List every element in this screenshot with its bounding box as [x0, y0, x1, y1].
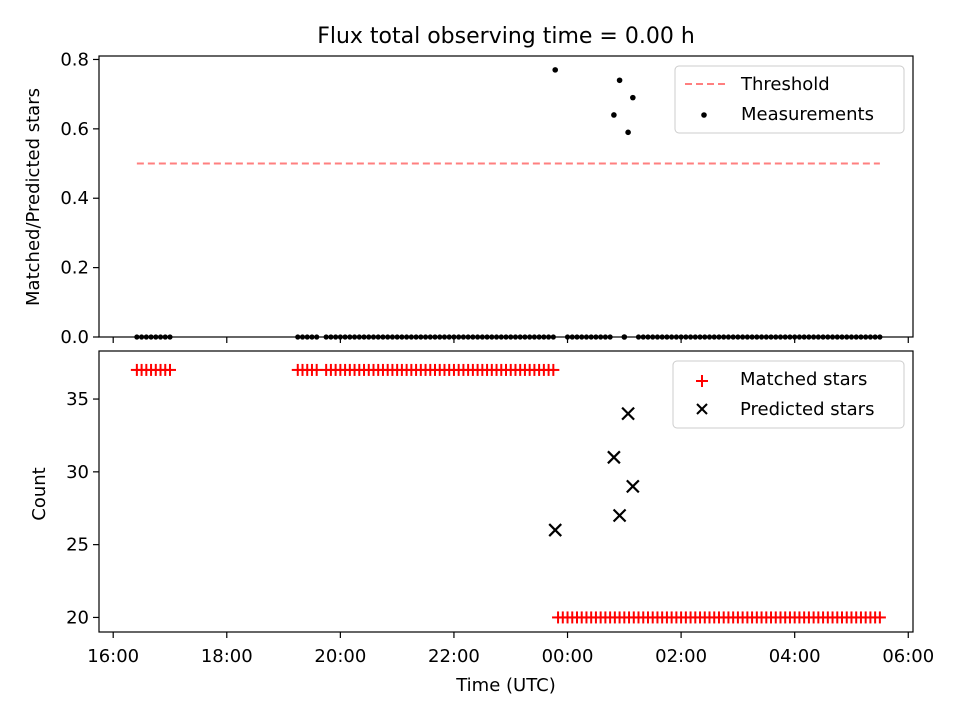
matched-stars-series — [130, 363, 886, 624]
top-legend-box — [674, 65, 905, 134]
bottom-legend-box — [672, 360, 905, 429]
predicted-star-point — [621, 406, 635, 421]
matched-star-point — [163, 363, 176, 376]
bottom-x-ticks: 16:00 18:00 20:00 22:00 00:00 02:00 04:00 06:00 — [87, 632, 934, 667]
top-y-ticks: 0.0 0.2 0.4 0.6 0.8 — [60, 49, 99, 348]
legend-predicted-swatch — [696, 403, 708, 415]
x-tick-label: 16:00 — [87, 646, 139, 667]
top-y-tick-label: 0.2 — [60, 258, 89, 279]
top-legend: Threshold Measurements — [674, 65, 905, 134]
bottom-panel: Count Time (UTC) 20 25 30 35 16:00 18:00 20:0… — [29, 350, 934, 696]
predicted-stars-series — [548, 406, 640, 537]
legend-measurements-swatch — [701, 112, 707, 118]
top-y-axis-title: Matched/Predicted stars — [23, 88, 44, 306]
x-tick-label: 04:00 — [769, 646, 821, 667]
top-y-tick-label: 0.6 — [60, 119, 89, 140]
x-tick-label: 06:00 — [882, 646, 934, 667]
top-plot-frame — [98, 55, 914, 338]
bottom-y-tick-label: 25 — [66, 535, 89, 556]
x-tick-label: 22:00 — [428, 646, 480, 667]
top-y-tick-label: 0.4 — [60, 188, 89, 209]
x-tick-label: 20:00 — [314, 646, 366, 667]
bottom-plot-frame — [98, 350, 914, 633]
bottom-y-ticks: 20 25 30 35 — [66, 389, 99, 628]
chart-title: Flux total observing time = 0.00 h — [317, 24, 695, 49]
bottom-legend: Matched stars Predicted stars — [672, 360, 905, 429]
bottom-y-tick-label: 35 — [66, 389, 89, 410]
predicted-star-point — [626, 479, 640, 494]
matched-star-point — [873, 611, 886, 624]
x-axis-title: Time (UTC) — [455, 675, 556, 696]
measurement-point — [611, 112, 617, 118]
matched-star-point — [547, 363, 560, 376]
measurement-point — [616, 77, 623, 84]
legend-threshold-label: Threshold — [740, 74, 830, 95]
predicted-star-point — [548, 523, 562, 537]
legend-matched-swatch — [696, 375, 708, 387]
measurement-point — [630, 94, 636, 101]
bottom-y-axis-title: Count — [29, 467, 50, 520]
top-panel: Matched/Predicted stars 0.00.20.40.60.8 … — [23, 49, 914, 348]
top-y-tick-label: 0.0 — [60, 327, 89, 348]
bottom-y-tick-label: 20 — [66, 607, 89, 628]
x-tick-label: 00:00 — [542, 646, 594, 667]
measurement-point — [552, 67, 559, 73]
x-tick-label: 02:00 — [655, 646, 707, 667]
predicted-star-point — [612, 508, 627, 523]
bottom-y-tick-label: 30 — [66, 462, 89, 483]
legend-measurements-label: Measurements — [741, 104, 874, 125]
measurement-point — [625, 129, 631, 136]
top-y-tick-label: 0.8 — [60, 49, 89, 70]
legend-predicted-label: Predicted stars — [740, 399, 874, 420]
legend-matched-label: Matched stars — [740, 369, 867, 390]
x-tick-label: 18:00 — [201, 646, 253, 667]
predicted-star-point — [607, 450, 621, 465]
